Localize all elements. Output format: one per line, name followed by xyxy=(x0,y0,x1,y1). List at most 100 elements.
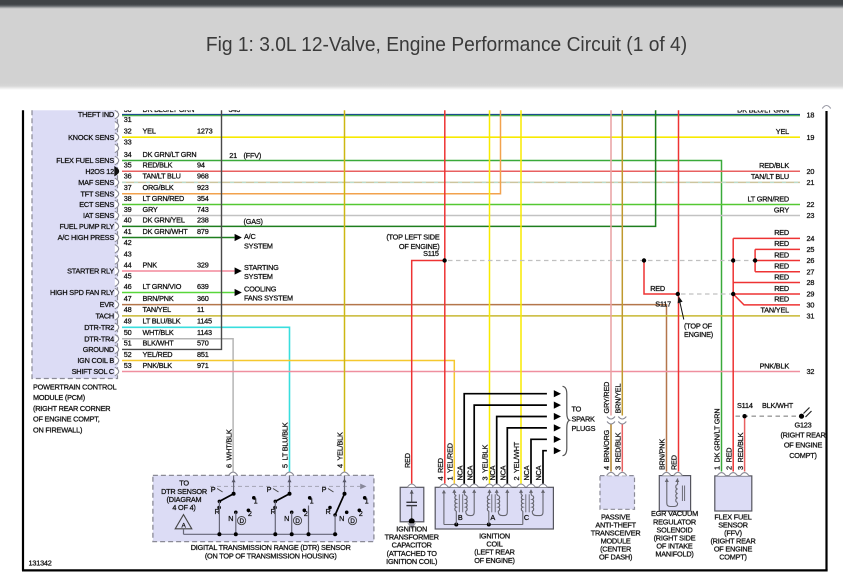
svg-text:NCA: NCA xyxy=(488,465,497,480)
svg-text:OF ENGINE COMPT,: OF ENGINE COMPT, xyxy=(33,415,100,424)
svg-text:39: 39 xyxy=(124,205,132,214)
svg-text:46: 46 xyxy=(124,282,132,291)
svg-text:SYSTEM: SYSTEM xyxy=(244,242,273,251)
svg-text:(ON TOP OF TRANSMISSION HOUSIN: (ON TOP OF TRANSMISSION HOUSING) xyxy=(205,551,337,560)
svg-text:53: 53 xyxy=(124,361,132,370)
svg-text:PASSIVE: PASSIVE xyxy=(601,512,631,521)
svg-text:(TOP LEFT SIDE: (TOP LEFT SIDE xyxy=(386,232,439,241)
svg-text:IAT SENS: IAT SENS xyxy=(83,211,114,220)
svg-text:D: D xyxy=(239,518,244,525)
svg-text:(RIGHT SIDE: (RIGHT SIDE xyxy=(654,534,696,543)
svg-text:50: 50 xyxy=(124,328,132,337)
svg-text:B: B xyxy=(458,513,463,522)
svg-text:TRANSFORMER: TRANSFORMER xyxy=(385,532,439,541)
svg-text:1 DK GRN/LT GRN: 1 DK GRN/LT GRN xyxy=(713,409,722,470)
svg-text:31: 31 xyxy=(807,312,815,321)
svg-text:ON FIREWALL): ON FIREWALL) xyxy=(33,425,82,434)
svg-text:52: 52 xyxy=(124,350,132,359)
svg-text:40: 40 xyxy=(124,216,132,225)
svg-text:33: 33 xyxy=(124,138,132,147)
svg-text:26: 26 xyxy=(807,256,815,265)
svg-text:RED: RED xyxy=(403,453,412,468)
svg-text:5 LT BLU/BLK: 5 LT BLU/BLK xyxy=(281,422,290,468)
svg-text:354: 354 xyxy=(197,194,209,203)
svg-text:RED: RED xyxy=(774,262,789,271)
svg-text:SHIFT SOL C: SHIFT SOL C xyxy=(72,367,114,376)
svg-text:ENGINE): ENGINE) xyxy=(684,330,713,339)
svg-text:IGNITION COIL): IGNITION COIL) xyxy=(386,557,437,566)
svg-text:ORG/BLK: ORG/BLK xyxy=(143,183,174,192)
svg-text:RED: RED xyxy=(774,284,789,293)
svg-text:P: P xyxy=(267,485,272,494)
svg-text:LT GRN/RED: LT GRN/RED xyxy=(143,194,185,203)
svg-text:19: 19 xyxy=(807,133,815,142)
svg-text:3 YEL/BLK: 3 YEL/BLK xyxy=(481,444,490,480)
svg-text:PNK/BLK: PNK/BLK xyxy=(143,361,173,370)
svg-text:(ATTACHED TO: (ATTACHED TO xyxy=(387,549,438,558)
svg-text:REGULATOR: REGULATOR xyxy=(653,517,696,526)
svg-text:TACH: TACH xyxy=(95,312,114,321)
svg-text:PNK/BLK: PNK/BLK xyxy=(760,361,790,370)
svg-text:329: 329 xyxy=(197,260,209,269)
svg-text:OF DASH): OF DASH) xyxy=(599,552,632,561)
svg-text:YEL: YEL xyxy=(143,127,156,136)
svg-text:2: 2 xyxy=(248,509,252,518)
svg-text:LT BLU/BLK: LT BLU/BLK xyxy=(143,317,181,326)
svg-text:NCA: NCA xyxy=(534,465,543,480)
svg-text:STARTER RLY: STARTER RLY xyxy=(67,267,114,276)
svg-text:HIGH SPD FAN RLY: HIGH SPD FAN RLY xyxy=(50,288,114,297)
svg-text:MODULE (PCM): MODULE (PCM) xyxy=(33,393,85,402)
svg-text:FANS SYSTEM: FANS SYSTEM xyxy=(244,294,293,303)
svg-text:4 OF 4): 4 OF 4) xyxy=(172,503,195,512)
svg-text:COOLING: COOLING xyxy=(244,285,277,294)
svg-text:879: 879 xyxy=(197,227,209,236)
svg-text:4 YEL/BLK: 4 YEL/BLK xyxy=(336,432,345,468)
svg-text:SYSTEM: SYSTEM xyxy=(244,272,273,281)
svg-text:DK GRN/LT GRN: DK GRN/LT GRN xyxy=(143,150,197,159)
svg-text:IGNITION: IGNITION xyxy=(396,524,427,533)
svg-text:S117: S117 xyxy=(655,299,671,308)
svg-text:FUEL PUMP RLY: FUEL PUMP RLY xyxy=(60,222,115,231)
svg-text:GRY/RED: GRY/RED xyxy=(602,382,611,414)
svg-text:EGR VACUUM: EGR VACUUM xyxy=(651,509,698,518)
svg-text:WHT/BLK: WHT/BLK xyxy=(143,328,174,337)
svg-text:FLEX FUEL: FLEX FUEL xyxy=(714,512,751,521)
svg-text:P: P xyxy=(322,485,327,494)
svg-text:RED/BLK: RED/BLK xyxy=(759,161,789,170)
svg-text:743: 743 xyxy=(197,205,209,214)
svg-text:(FFV): (FFV) xyxy=(724,528,742,537)
svg-text:2: 2 xyxy=(359,509,363,518)
svg-text:22: 22 xyxy=(807,200,815,209)
svg-text:(LEFT REAR: (LEFT REAR xyxy=(474,548,514,557)
svg-text:43: 43 xyxy=(124,249,132,258)
svg-text:A/C HIGH PRESS: A/C HIGH PRESS xyxy=(58,233,115,242)
svg-text:42: 42 xyxy=(124,238,132,247)
svg-text:BRN/PNK: BRN/PNK xyxy=(143,294,174,303)
svg-text:RED: RED xyxy=(774,250,789,259)
svg-text:YEL/RED: YEL/RED xyxy=(143,350,173,359)
svg-text:DTR SENSOR: DTR SENSOR xyxy=(161,487,207,496)
svg-text:P: P xyxy=(211,485,216,494)
svg-text:D: D xyxy=(295,518,300,525)
svg-text:1: 1 xyxy=(254,497,258,506)
svg-text:639: 639 xyxy=(197,282,209,291)
svg-text:STARTING: STARTING xyxy=(244,263,279,272)
svg-text:(TOP OF: (TOP OF xyxy=(684,322,713,331)
svg-text:BRN/PNK: BRN/PNK xyxy=(658,439,667,470)
svg-text:RED: RED xyxy=(650,284,665,293)
svg-text:2: 2 xyxy=(304,509,308,518)
svg-text:R: R xyxy=(325,507,330,516)
svg-text:30: 30 xyxy=(124,105,132,114)
svg-text:DK BLU/LT GRN: DK BLU/LT GRN xyxy=(143,105,195,114)
svg-text:IGN COIL B: IGN COIL B xyxy=(77,356,114,365)
svg-text:29: 29 xyxy=(807,290,815,299)
svg-text:MODULE: MODULE xyxy=(601,536,631,545)
svg-text:4 RED: 4 RED xyxy=(436,458,445,480)
svg-text:51: 51 xyxy=(124,339,132,348)
svg-text:(DIAGRAM: (DIAGRAM xyxy=(167,495,202,504)
svg-text:(RIGHT REAR: (RIGHT REAR xyxy=(780,431,825,440)
svg-text:570: 570 xyxy=(197,339,209,348)
svg-text:N: N xyxy=(228,514,233,523)
svg-text:LT GRN/RED: LT GRN/RED xyxy=(747,194,789,203)
svg-text:CAPACITOR: CAPACITOR xyxy=(392,541,432,550)
